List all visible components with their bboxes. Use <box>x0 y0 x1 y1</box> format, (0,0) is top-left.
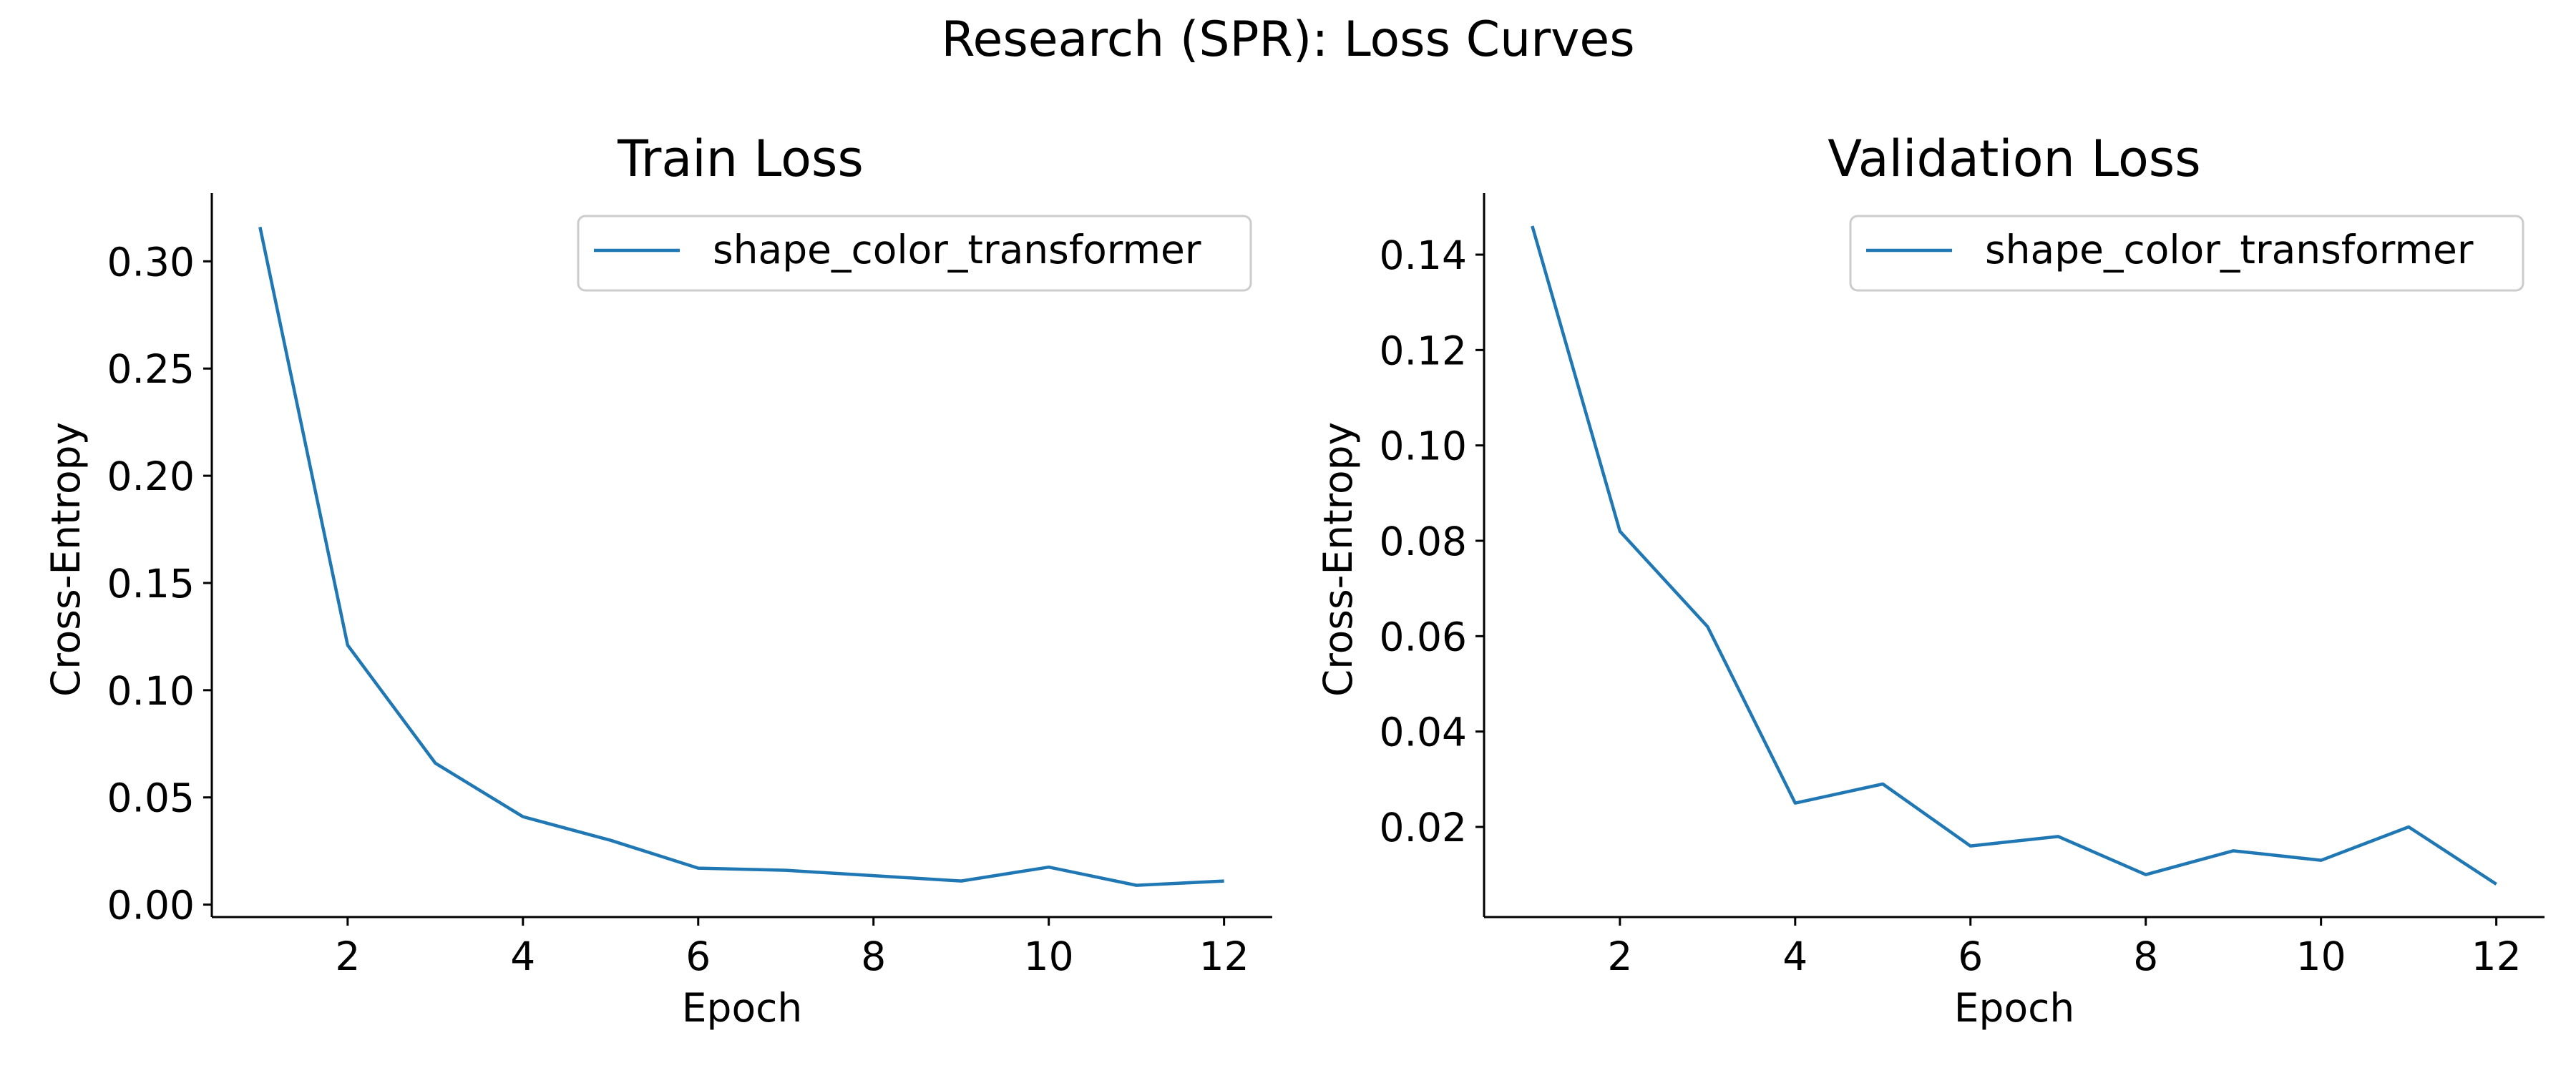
validation-loss-panel: Validation Loss Epoch Cross-Entropy 2 4 6 8… <box>1315 129 2545 1031</box>
train-legend-box <box>577 215 1252 292</box>
validation-y-tick-label: 0.12 <box>1380 328 1467 373</box>
train-plot-area <box>258 226 1224 887</box>
validation-y-tick-label: 0.02 <box>1380 805 1467 851</box>
train-y-tick-label: 0.10 <box>107 668 195 714</box>
train-x-tick-label: 8 <box>861 934 886 979</box>
validation-plot-area <box>1531 225 2497 886</box>
train-x-tick-label: 4 <box>510 934 535 979</box>
train-legend: shape_color_transformer <box>577 215 1252 292</box>
train-y-tick-label: 0.25 <box>107 346 195 392</box>
validation-x-axis-label: Epoch <box>1954 985 2074 1031</box>
validation-x-tick-label: 12 <box>2472 934 2522 979</box>
validation-loss-series-line <box>1531 225 2497 886</box>
validation-legend-label: shape_color_transformer <box>1985 227 2474 273</box>
train-loss-title: Train Loss <box>617 129 864 188</box>
train-legend-label: shape_color_transformer <box>713 227 1201 273</box>
train-ticks: 2 4 6 8 10 12 0.00 0.05 0.10 0.15 0.20 0.25 0.30 <box>107 239 1249 979</box>
train-x-tick-label: 12 <box>1199 934 1249 979</box>
figure-suptitle: Research (SPR): Loss Curves <box>941 11 1634 68</box>
validation-y-tick-label: 0.10 <box>1380 423 1467 469</box>
train-x-axis-label: Epoch <box>682 985 802 1031</box>
validation-x-tick-label: 6 <box>1958 934 1983 979</box>
train-x-tick-label: 2 <box>335 934 360 979</box>
validation-y-tick-label: 0.08 <box>1380 519 1467 564</box>
validation-y-tick-label: 0.14 <box>1380 232 1467 278</box>
train-x-tick-label: 10 <box>1024 934 1074 979</box>
validation-loss-title: Validation Loss <box>1828 129 2200 188</box>
train-y-tick-label: 0.15 <box>107 561 195 607</box>
validation-ticks: 2 4 6 8 10 12 0.02 0.04 0.06 0.08 0.10 0.12 0.14 <box>1380 232 2522 979</box>
train-loss-panel: Train Loss Epoch Cross-Entropy 2 4 6 8 10 12 0… <box>43 129 1272 1031</box>
validation-y-tick-label: 0.06 <box>1380 614 1467 660</box>
validation-x-tick-label: 10 <box>2296 934 2346 979</box>
train-x-tick-label: 6 <box>686 934 711 979</box>
validation-y-axis-label: Cross-Entropy <box>1315 422 1361 697</box>
validation-y-tick-label: 0.04 <box>1380 710 1467 755</box>
validation-legend: shape_color_transformer <box>1849 215 2524 292</box>
train-y-tick-label: 0.20 <box>107 454 195 499</box>
train-loss-series-line <box>258 226 1224 887</box>
train-y-axis-label: Cross-Entropy <box>43 422 89 697</box>
validation-x-tick-label: 8 <box>2133 934 2158 979</box>
validation-legend-box <box>1849 215 2524 292</box>
train-y-tick-label: 0.30 <box>107 239 195 285</box>
train-y-tick-label: 0.05 <box>107 775 195 821</box>
validation-x-tick-label: 2 <box>1607 934 1632 979</box>
validation-x-tick-label: 4 <box>1782 934 1807 979</box>
train-y-tick-label: 0.00 <box>107 883 195 929</box>
